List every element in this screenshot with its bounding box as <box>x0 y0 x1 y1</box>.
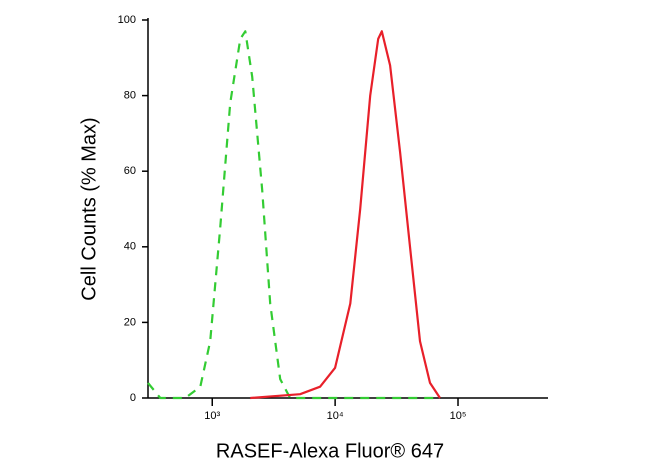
histogram-line <box>250 30 441 400</box>
x-tick-label: 10³ <box>204 410 220 422</box>
y-tick-label: 0 <box>130 392 136 404</box>
histogram-line <box>147 30 440 400</box>
y-tick-label: 100 <box>118 14 136 26</box>
x-tick-label: 10⁵ <box>450 410 467 422</box>
x-tick-label: 10⁴ <box>327 410 344 422</box>
y-tick-label: 80 <box>124 90 136 102</box>
x-axis-label: RASEF-Alexa Fluor® 647 <box>216 440 444 462</box>
y-tick-label: 20 <box>124 316 136 328</box>
y-tick-label: 40 <box>124 241 136 253</box>
y-tick-label: 60 <box>124 165 136 177</box>
y-axis-label: Cell Counts (% Max) <box>78 117 100 300</box>
